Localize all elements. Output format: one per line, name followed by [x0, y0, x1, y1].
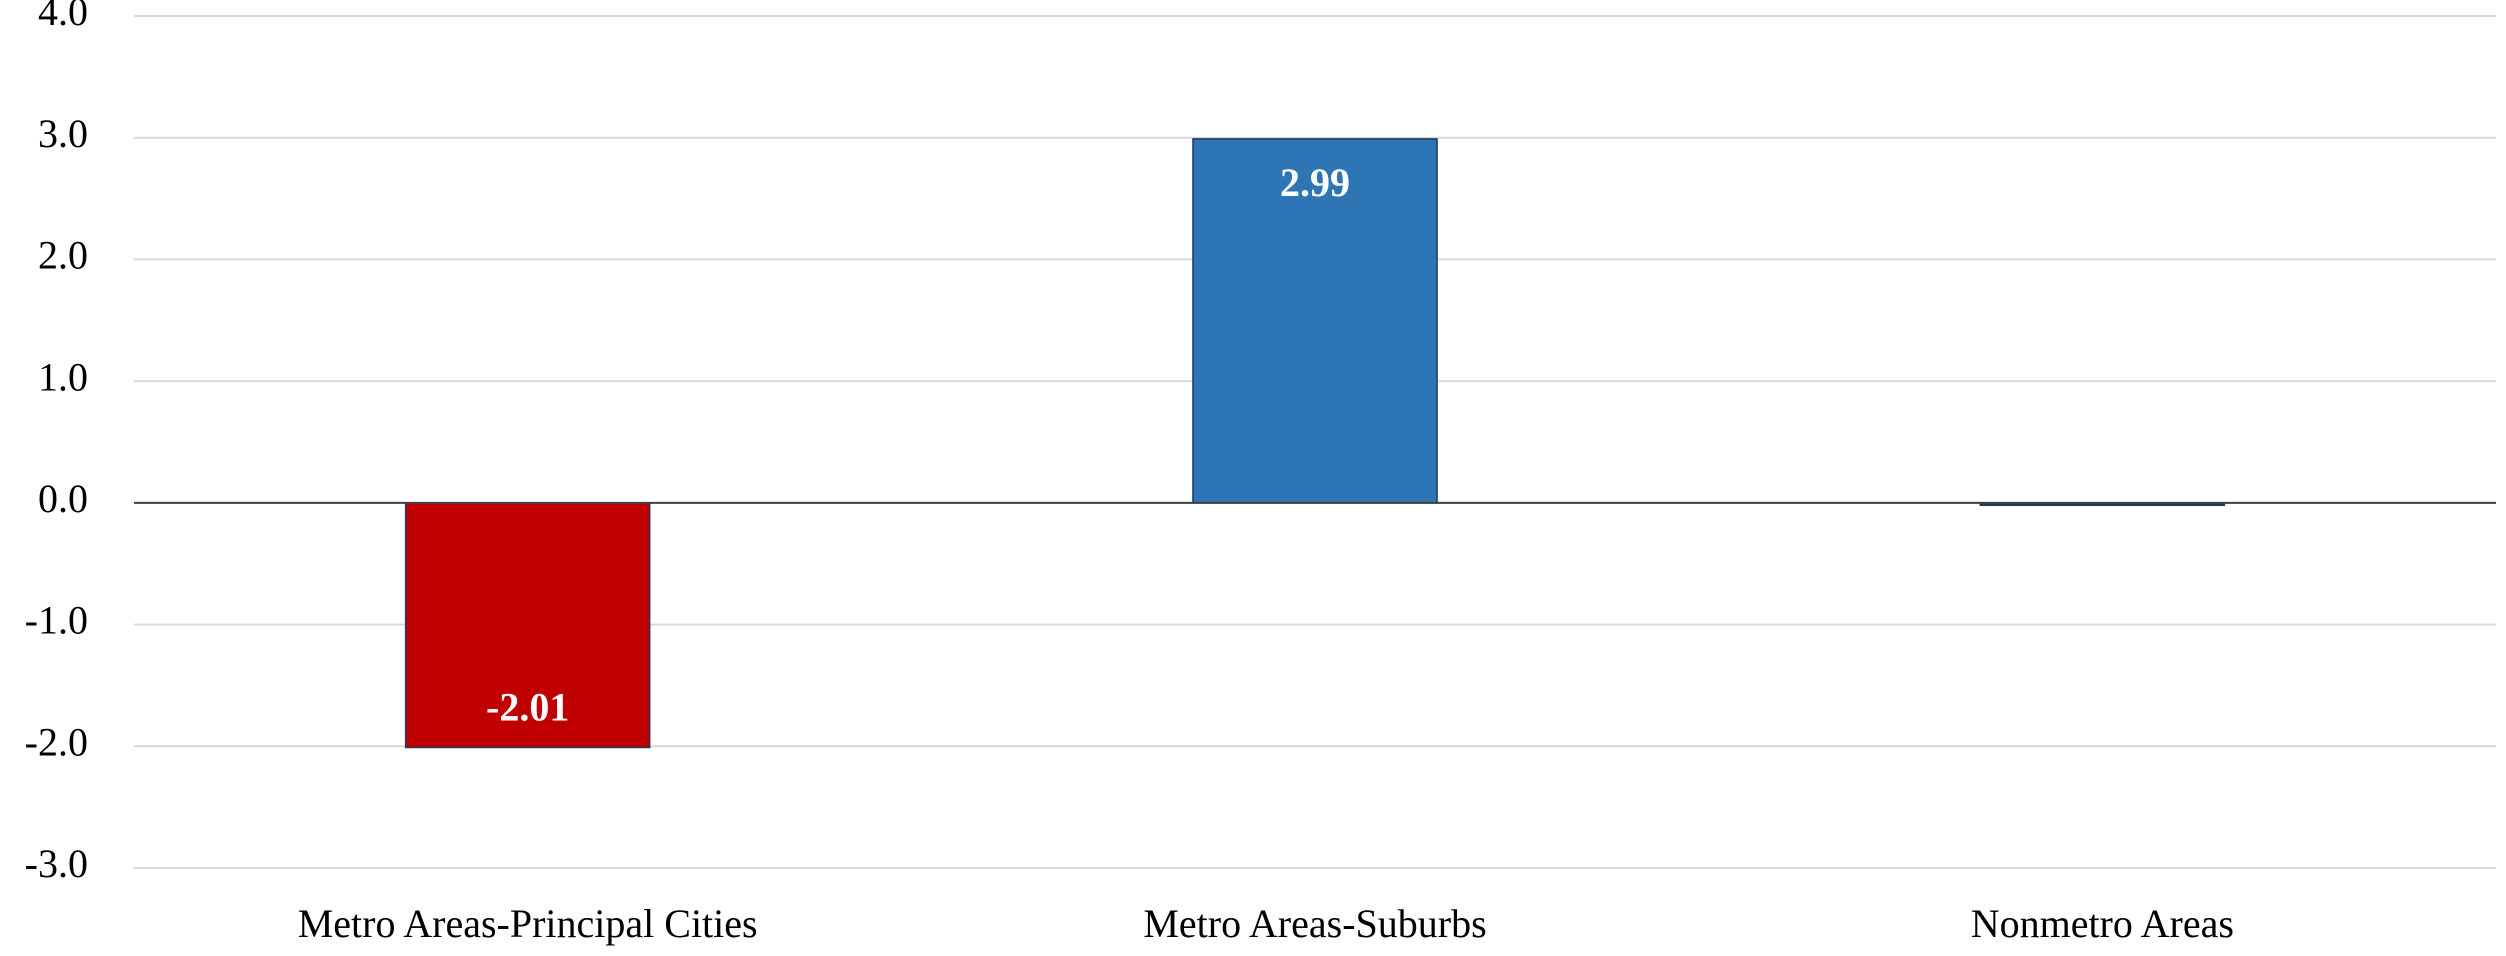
- x-tick-label: Metro Areas-Principal Cities: [298, 901, 758, 946]
- y-tick-label: -3.0: [25, 841, 88, 886]
- y-tick-label: 4.0: [38, 0, 88, 34]
- x-tick-label: Nonmetro Areas: [1971, 901, 2234, 946]
- value-label: -2.01: [486, 685, 569, 730]
- x-tick-label: Metro Areas-Suburbs: [1143, 901, 1486, 946]
- value-label: 2.99: [1280, 160, 1350, 205]
- bar: [1192, 138, 1438, 504]
- bar: [404, 502, 651, 749]
- y-tick-label: -1.0: [25, 598, 88, 643]
- y-tick-label: 1.0: [38, 354, 88, 399]
- y-tick-label: 2.0: [38, 233, 88, 278]
- y-tick-label: -2.0: [25, 719, 88, 764]
- y-tick-label: 3.0: [38, 111, 88, 156]
- y-tick-label: 0.0: [38, 476, 88, 521]
